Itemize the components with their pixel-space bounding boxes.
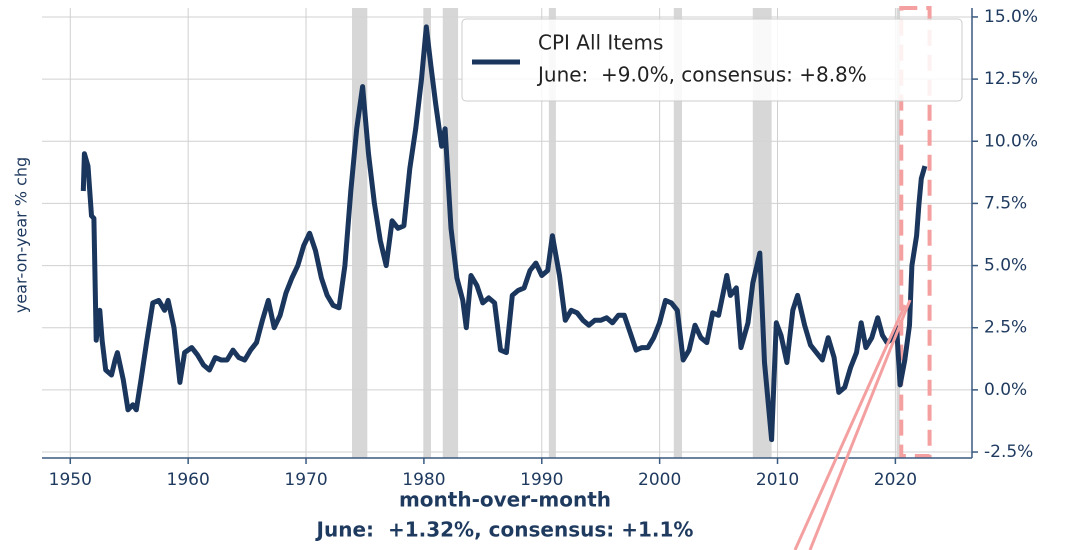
y-tick-label: 0.0% [984, 380, 1027, 400]
legend-label: CPI All Items [538, 31, 663, 55]
recession-band [673, 8, 683, 458]
recession-band [752, 8, 772, 458]
recession-band [352, 8, 368, 458]
y-tick-label: 10.0% [984, 131, 1038, 151]
x-tick-label: 1950 [49, 470, 92, 490]
y-tick-label: 2.5% [984, 318, 1027, 338]
legend-box [461, 18, 963, 102]
x-tick-label: 1960 [167, 470, 210, 490]
x-tick-label: 1990 [520, 470, 563, 490]
y-tick-label: 15.0% [984, 7, 1038, 27]
x-tick-label: 2000 [638, 470, 681, 490]
recession-band [423, 8, 431, 458]
y-tick-label: 7.5% [984, 193, 1027, 213]
y-tick-label: 5.0% [984, 256, 1027, 276]
x-tick-label: 2010 [756, 470, 799, 490]
y-axis-label: year-on-year % chg [12, 157, 31, 313]
callout-line [793, 304, 907, 550]
highlight-box [899, 6, 932, 458]
x-tick-label: 1970 [284, 470, 327, 490]
recession-band [548, 8, 556, 458]
legend-detail: June: +9.0%, consensus: +8.8% [536, 63, 867, 87]
recession-band [896, 8, 901, 458]
x-tick-label: 2020 [874, 470, 917, 490]
y-tick-label: 12.5% [984, 69, 1038, 89]
y-tick-label: -2.5% [984, 442, 1033, 462]
annotation-title: month-over-month [399, 488, 611, 512]
series-line [80, 24, 928, 443]
callout-line [808, 299, 912, 550]
annotation-detail: June: +1.32%, consensus: +1.1% [315, 518, 694, 542]
x-tick-label: 1980 [402, 470, 445, 490]
